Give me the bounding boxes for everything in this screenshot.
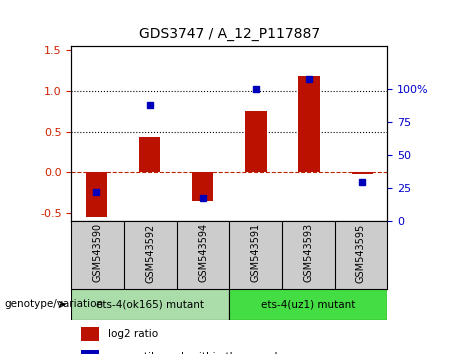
Bar — [71, 289, 230, 320]
Text: GSM543592: GSM543592 — [145, 223, 155, 282]
Text: ets-4(ok165) mutant: ets-4(ok165) mutant — [96, 299, 204, 309]
Bar — [81, 327, 99, 341]
Text: log2 ratio: log2 ratio — [108, 329, 159, 339]
Text: percentile rank within the sample: percentile rank within the sample — [108, 352, 284, 354]
Bar — [229, 289, 387, 320]
Text: ets-4(uz1) mutant: ets-4(uz1) mutant — [261, 299, 355, 309]
Title: GDS3747 / A_12_P117887: GDS3747 / A_12_P117887 — [139, 27, 320, 41]
Bar — [245, 111, 266, 172]
Text: GSM543590: GSM543590 — [93, 223, 103, 282]
Bar — [139, 137, 160, 172]
Text: GSM543591: GSM543591 — [251, 223, 260, 282]
Bar — [192, 172, 213, 201]
Bar — [298, 76, 320, 172]
Text: genotype/variation: genotype/variation — [5, 299, 104, 309]
Bar — [86, 172, 107, 217]
Bar — [81, 350, 99, 354]
Text: GSM543594: GSM543594 — [198, 223, 208, 282]
Text: GSM543593: GSM543593 — [303, 223, 313, 282]
Text: GSM543595: GSM543595 — [356, 223, 366, 282]
Bar — [352, 172, 373, 174]
